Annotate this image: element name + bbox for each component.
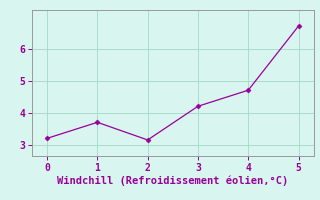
X-axis label: Windchill (Refroidissement éolien,°C): Windchill (Refroidissement éolien,°C) [57, 176, 288, 186]
